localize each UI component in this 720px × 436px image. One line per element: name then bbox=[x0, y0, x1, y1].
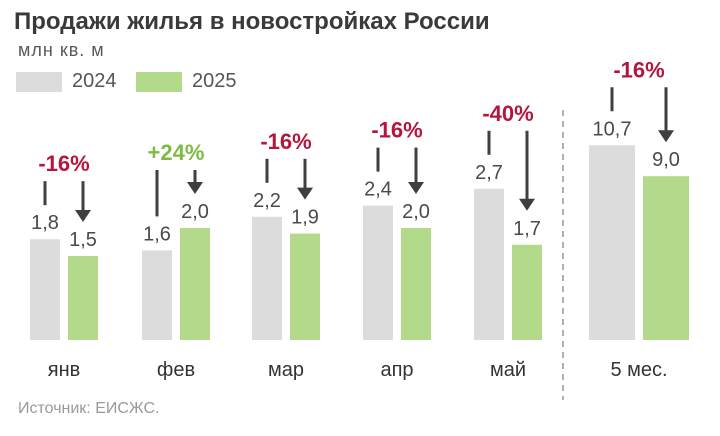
value-label-2024-2: 2,2 bbox=[253, 190, 281, 212]
bar-2024-0 bbox=[30, 239, 60, 340]
bar-2025-2 bbox=[290, 233, 320, 340]
change-arrow-3-head bbox=[408, 182, 424, 194]
category-label-0: янв bbox=[48, 359, 81, 381]
category-label-3: апр bbox=[380, 359, 413, 381]
category-label-5: 5 мес. bbox=[610, 359, 667, 381]
legend-label-2025: 2025 bbox=[192, 70, 237, 92]
value-label-2024-3: 2,4 bbox=[364, 179, 392, 201]
value-label-2024-0: 1,8 bbox=[31, 212, 59, 234]
value-label-2025-5: 9,0 bbox=[652, 149, 680, 171]
legend-item-2024: 2024 bbox=[16, 70, 117, 93]
bar-2024-1 bbox=[142, 250, 172, 340]
value-label-2024-5: 10,7 bbox=[593, 118, 632, 140]
category-label-2: мар bbox=[268, 359, 304, 381]
bar-2024-3 bbox=[363, 205, 393, 340]
legend-swatch-2024 bbox=[16, 71, 62, 92]
chart-title: Продажи жилья в новостройках России bbox=[14, 8, 490, 35]
bar-2024-4 bbox=[474, 188, 504, 340]
change-arrow-1-head bbox=[187, 182, 203, 194]
change-label-0: -16% bbox=[38, 151, 89, 176]
bar-2025-1 bbox=[180, 228, 210, 340]
bar-2025-3 bbox=[401, 228, 431, 340]
value-label-2024-1: 1,6 bbox=[143, 223, 171, 245]
value-label-2025-1: 2,0 bbox=[181, 201, 209, 223]
category-label-1: фев bbox=[157, 359, 195, 381]
bar-2025-5 bbox=[643, 176, 689, 340]
value-label-2025-0: 1,5 bbox=[69, 229, 97, 251]
change-label-4: -40% bbox=[482, 101, 533, 126]
value-label-2025-3: 2,0 bbox=[402, 201, 430, 223]
bar-2025-4 bbox=[512, 244, 542, 340]
legend-item-2025: 2025 bbox=[136, 70, 237, 93]
legend-swatch-2025 bbox=[136, 71, 182, 92]
change-label-1: +24% bbox=[148, 140, 205, 165]
change-arrow-0-head bbox=[75, 210, 91, 222]
change-label-3: -16% bbox=[371, 118, 422, 143]
chart-subtitle: млн кв. м bbox=[18, 40, 105, 60]
change-arrow-5-head bbox=[658, 130, 674, 143]
bar-2024-5 bbox=[589, 145, 635, 340]
source-note: Источник: ЕИСЖС. bbox=[18, 400, 160, 417]
value-label-2025-2: 1,9 bbox=[291, 207, 319, 229]
change-arrow-4-head bbox=[519, 198, 535, 211]
change-label-2: -16% bbox=[260, 129, 311, 154]
category-label-4: май bbox=[490, 359, 526, 381]
change-arrow-2-head bbox=[297, 187, 313, 200]
bar-2025-0 bbox=[68, 256, 98, 340]
value-label-2025-4: 1,7 bbox=[513, 218, 541, 240]
legend-label-2024: 2024 bbox=[72, 70, 117, 92]
bar-2024-2 bbox=[252, 216, 282, 340]
value-label-2024-4: 2,7 bbox=[475, 162, 503, 184]
change-label-5: -16% bbox=[613, 57, 664, 82]
